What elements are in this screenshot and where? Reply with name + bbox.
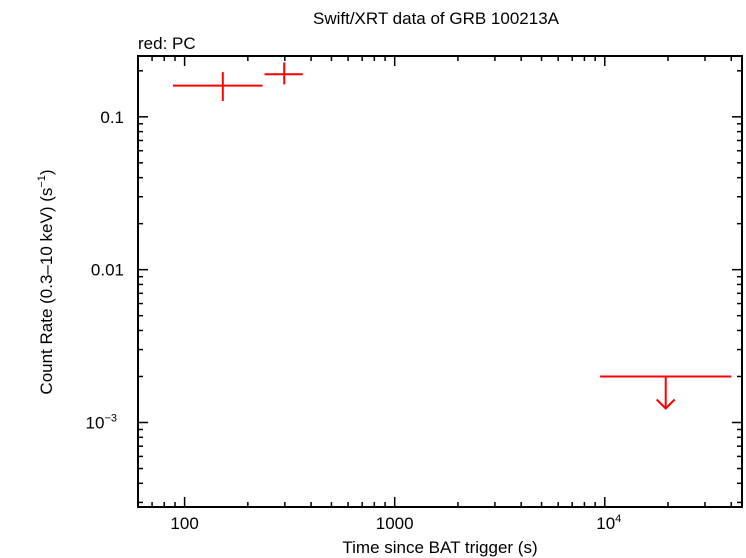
plot-frame <box>137 55 743 508</box>
x-tick-label-base: 1000 <box>376 514 414 533</box>
x-tick-labels: 100 1000 104 <box>170 513 621 533</box>
y-tick-label-base: 0.1 <box>100 108 124 127</box>
x-tick-label: 1000 <box>376 514 414 533</box>
y-axis-label-sup: −1 <box>36 175 48 188</box>
x-axis-label: Time since BAT trigger (s) <box>342 538 537 557</box>
chart-subtitle: red: PC <box>138 34 196 53</box>
y-axis-label-close: ) <box>37 169 56 175</box>
x-tick-label: 104 <box>596 513 621 533</box>
y-tick-labels: 0.1 0.01 10−3 <box>86 108 124 433</box>
data-point <box>172 72 263 101</box>
y-tick-label: 0.1 <box>100 108 124 127</box>
x-tick-label-base: 10 <box>596 514 615 533</box>
y-tick-label-exponent: −3 <box>104 413 117 425</box>
upper-limit <box>600 375 732 410</box>
y-tick-label: 10−3 <box>86 413 117 433</box>
y-axis-label: Count Rate (0.3–10 keV) (s−1) <box>36 169 56 394</box>
x-tick-label-base: 100 <box>170 514 198 533</box>
x-tick-label-exponent: 4 <box>615 513 621 525</box>
data-marks <box>172 62 732 410</box>
y-tick-label-base: 0.01 <box>91 261 124 280</box>
data-point <box>264 62 303 85</box>
y-tick-label: 0.01 <box>91 261 124 280</box>
y-axis-label-main: Count Rate (0.3–10 keV) (s <box>37 188 56 395</box>
chart-title: Swift/XRT data of GRB 100213A <box>313 9 560 28</box>
x-tick-label: 100 <box>170 514 198 533</box>
axis-ticks <box>137 56 742 507</box>
y-tick-label-base: 10 <box>86 414 105 433</box>
upper-limit-arrow-head <box>655 398 676 410</box>
